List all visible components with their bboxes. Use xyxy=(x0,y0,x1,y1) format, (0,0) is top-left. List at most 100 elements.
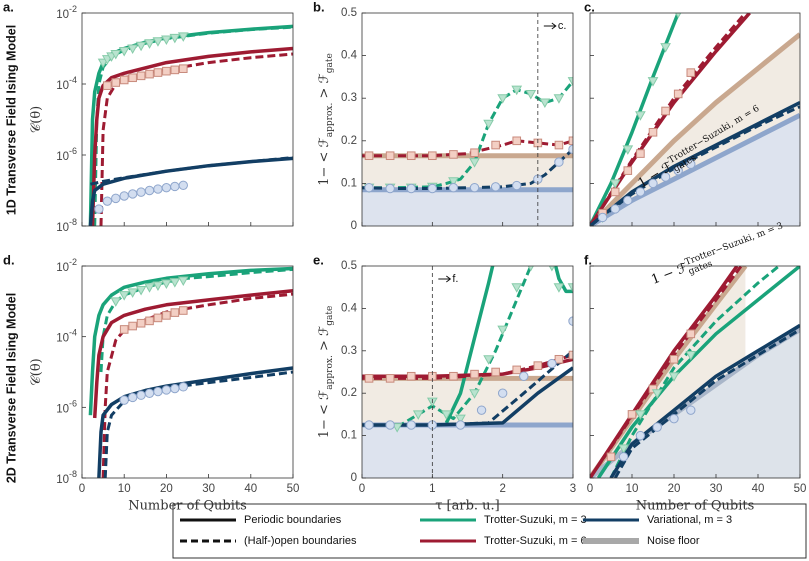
marker xyxy=(635,187,646,197)
marker xyxy=(385,420,395,430)
x-tick-label: 30 xyxy=(710,483,723,495)
series-line xyxy=(596,266,800,478)
plot-area xyxy=(590,13,800,226)
x-tick-label: 0 xyxy=(359,483,365,495)
x-axis-label: Number of Qubits xyxy=(128,499,247,514)
y-tick-base: 10 xyxy=(56,222,69,234)
y-tick-base: 10 xyxy=(56,9,69,21)
marker xyxy=(669,413,679,424)
y-tick-base: 10 xyxy=(56,474,69,486)
marker xyxy=(660,43,671,53)
y-tick-label: 10-4 xyxy=(56,328,77,345)
y-tick-label: 10-8 xyxy=(56,217,77,234)
y-tick-label: 0.5 xyxy=(341,260,357,272)
x-tick-label: 10 xyxy=(626,483,639,495)
marker xyxy=(391,423,403,433)
marker xyxy=(178,64,188,73)
marker xyxy=(686,68,696,77)
marker xyxy=(648,384,658,394)
series-line xyxy=(92,288,293,419)
marker xyxy=(554,140,564,150)
x-tick-label: 30 xyxy=(202,483,215,495)
series-line xyxy=(362,349,573,427)
marker xyxy=(512,180,522,191)
marker xyxy=(161,279,172,290)
series-line xyxy=(609,323,800,478)
series-line xyxy=(103,370,293,478)
marker xyxy=(170,65,180,75)
marker xyxy=(406,183,416,194)
marker xyxy=(497,325,509,336)
y-tick-label: 0 xyxy=(351,220,357,232)
marker xyxy=(610,204,620,214)
axes-frame xyxy=(361,12,574,227)
y-axis-label-part: 𝒞(θ) xyxy=(29,106,44,133)
y-tick-label: 10-2 xyxy=(56,257,77,274)
marker xyxy=(385,374,395,383)
marker xyxy=(145,316,154,326)
marker xyxy=(635,111,646,121)
marker xyxy=(525,89,537,100)
marker xyxy=(178,180,188,191)
series-line xyxy=(99,267,293,373)
marker xyxy=(364,374,374,383)
y-tick-exp: -2 xyxy=(69,4,77,14)
marker xyxy=(127,189,138,199)
legend-label: Variational, m = 3 xyxy=(647,514,732,526)
row-label: 2D Transverse Field Ising Model xyxy=(4,293,18,483)
marker xyxy=(497,388,508,398)
marker xyxy=(412,410,424,420)
series-line xyxy=(362,148,573,190)
x-tick-label: 3 xyxy=(570,483,576,495)
marker xyxy=(668,372,680,382)
marker xyxy=(152,281,164,292)
marker xyxy=(627,410,637,419)
marker xyxy=(455,414,466,425)
marker xyxy=(652,422,662,432)
series-line xyxy=(90,156,293,186)
marker xyxy=(127,392,138,403)
marker xyxy=(490,182,501,192)
marker xyxy=(119,325,129,334)
marker xyxy=(469,158,480,168)
y-tick-label: 0.4 xyxy=(341,50,358,62)
x-tick-label: 20 xyxy=(160,483,173,495)
marker xyxy=(153,184,163,194)
marker xyxy=(651,389,663,399)
marker xyxy=(103,81,112,90)
marker xyxy=(170,181,180,192)
y-tick-label: 0.5 xyxy=(341,7,357,19)
marker xyxy=(606,452,616,462)
y-tick-label: 0.1 xyxy=(341,177,357,189)
marker xyxy=(539,98,551,108)
marker xyxy=(636,149,645,158)
y-axis-label-part: 𝒞(θ) xyxy=(29,358,44,385)
annotation-text: c. xyxy=(558,20,567,32)
marker xyxy=(385,183,395,194)
panel-label: c. xyxy=(584,0,595,14)
marker xyxy=(548,266,556,272)
marker xyxy=(455,420,466,430)
marker xyxy=(554,157,564,167)
marker xyxy=(661,106,670,116)
marker xyxy=(119,395,129,405)
legend-label: Trotter-Suzuki, m = 6 xyxy=(484,535,587,547)
y-tick-label: 10-8 xyxy=(56,469,77,486)
marker xyxy=(136,390,146,400)
marker xyxy=(406,371,416,381)
y-tick-label: 10-2 xyxy=(56,4,77,21)
marker xyxy=(144,283,155,293)
plot-area xyxy=(362,266,573,478)
y-axis-label-part: 1− < ℱ xyxy=(317,390,332,439)
x-tick-label: 50 xyxy=(287,483,300,495)
y-tick-exp: -4 xyxy=(69,75,77,85)
marker xyxy=(144,388,155,398)
series-line xyxy=(99,52,293,226)
marker xyxy=(427,183,438,194)
y-tick-base: 10 xyxy=(56,262,69,274)
marker xyxy=(135,41,147,52)
marker xyxy=(527,266,534,272)
marker xyxy=(470,369,479,379)
axes-frame xyxy=(81,265,294,479)
